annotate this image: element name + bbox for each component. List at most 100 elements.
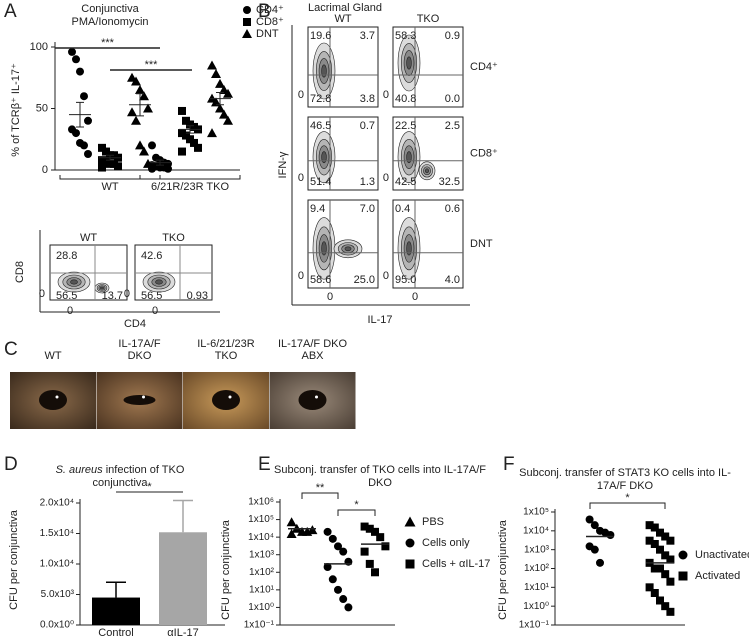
dot [307,525,318,535]
dot [404,516,416,527]
y-axis-label: CD8 [14,261,26,283]
dot [334,585,342,594]
eye [123,395,156,405]
quadrant-value: 28.8 [56,250,77,262]
quadrant-value: 0.0 [445,93,460,105]
flow-plot [392,26,464,108]
dot [135,85,145,95]
quadrant-value: 58.6 [310,274,331,286]
panel-letter: C [4,339,18,360]
zero-label: 0 [383,89,389,101]
dot [371,568,379,577]
dot [666,607,675,616]
y-tick-label: 1x10⁵ [523,507,549,518]
dot [656,545,664,554]
panel-letter: E [258,454,271,475]
dot [215,103,225,113]
dot [80,92,88,101]
quadrant-value: 3.8 [360,93,375,105]
flow-plot [307,26,379,108]
y-axis-label: % of TCRβ⁺ IL-17⁺ [10,63,22,157]
significance: * [625,492,630,504]
y-tick-label: 1x10⁴ [523,525,549,536]
dot [194,143,202,152]
quadrant-value: 13.7 [102,290,123,302]
zero-label: 0 [39,288,45,300]
dot [164,164,172,173]
title-italic: S. aureus [56,464,104,476]
contour [100,286,104,290]
column-title: TKO [417,13,440,25]
eye-glint [315,395,318,399]
zero-label: 0 [298,270,304,282]
quadrant-value: 72.8 [310,93,331,105]
photo-label: WT [44,350,61,362]
y-tick-label: 1x10⁰ [523,601,549,612]
zero-label: 0 [383,270,389,282]
dot [190,138,198,147]
contour [344,246,352,252]
dot [80,141,88,150]
quadrant-value: 42.6 [141,250,162,262]
legend-label: CD8⁺ [256,16,284,28]
dot [365,559,374,568]
quadrant-value: 1.3 [360,176,375,188]
quadrant-value: 0.9 [445,30,460,42]
dot [211,69,221,79]
dot [661,570,670,579]
error-bar [76,101,84,128]
dot [405,538,415,548]
y-tick-label: 50 [36,102,48,114]
chart-title: DKO [368,477,392,489]
dot [328,534,337,543]
legend-label: Cells + αIL-17 [422,558,490,570]
photo-label: IL-6/21/23R [197,338,255,350]
y-tick-label: 2.0x10⁴ [40,498,74,509]
dot [219,109,229,119]
zero-label: 0 [383,172,389,184]
quadrant-value: 32.5 [439,176,460,188]
chart-title: 17A/F DKO [597,480,654,492]
legend-label: DNT [256,28,279,40]
dot [606,531,615,540]
error-bar [216,92,224,106]
error-bar [136,93,144,117]
y-tick-label: 1x10⁶ [248,497,274,508]
dot [645,583,654,592]
title-part: infection of TKO [103,464,185,476]
dot [72,129,80,138]
y-axis-label: CFU per conjunctiva [8,509,20,610]
contour [321,151,327,164]
dot [127,107,137,117]
contour [321,64,327,78]
dot [72,55,80,64]
row-label: CD4⁺ [470,61,498,73]
y-tick-label: 1x10¹ [249,584,275,595]
dot [76,67,84,76]
quadrant-value: 42.5 [395,176,416,188]
quadrant-value: 25.0 [354,274,375,286]
y-tick-label: 1x10¹ [524,582,550,593]
y-tick-label: 1x10² [524,563,550,574]
dot [650,589,659,598]
dot [242,29,252,38]
significance: * [354,499,359,511]
dot [344,603,353,612]
x-tick-label: Control [98,627,133,637]
dot [371,527,379,536]
dot [135,140,145,150]
dot [405,559,415,569]
photo-label: IL-17A/F DKO [278,338,348,350]
row-label: CD8⁺ [470,147,498,159]
quadrant-value: 46.5 [310,120,331,132]
y-tick-label: 1.0x10⁴ [40,559,74,570]
plot-title: TKO [162,232,185,244]
significance-line [337,509,376,516]
contour [406,151,412,164]
dot [139,146,149,156]
dot [376,533,385,542]
chart-title: S. aureus infection of TKO [56,464,185,476]
dot [114,162,122,171]
contour [406,56,412,70]
photo-label: ABX [301,350,324,362]
